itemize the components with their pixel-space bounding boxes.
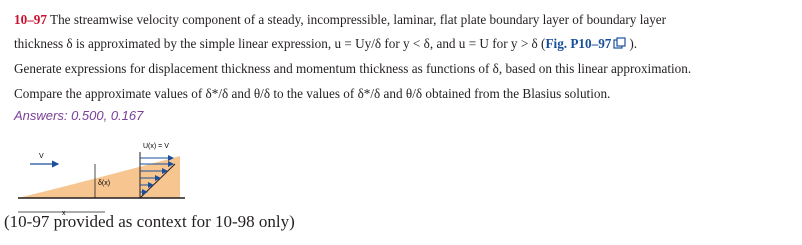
problem-line: Compare the approximate values of δ*/δ a… xyxy=(14,86,610,102)
figure-label: V xyxy=(39,153,44,160)
figure-label: U(x) = V xyxy=(143,143,169,150)
figure-ref[interactable]: Fig. P10–97 xyxy=(545,36,612,51)
problem-line: Generate expressions for displacement th… xyxy=(14,61,691,77)
problem-text: Compare the approximate values of δ*/δ a… xyxy=(14,86,611,101)
profile-arrows xyxy=(140,155,174,195)
problem-text: ). xyxy=(629,36,638,51)
problem-number: 10–97 xyxy=(14,12,47,27)
link-icon[interactable] xyxy=(613,37,627,49)
problem-text: thickness δ is approximated by the simpl… xyxy=(14,36,546,51)
boundary-layer xyxy=(18,156,180,198)
problem-line: 10–97 The streamwise velocity component … xyxy=(14,12,666,28)
figure-label: x xyxy=(62,210,66,217)
problem-line: thickness δ is approximated by the simpl… xyxy=(14,36,637,52)
figure: U(x) = V V δ(x) x xyxy=(18,143,185,217)
problem-text: Generate expressions for displacement th… xyxy=(14,61,692,76)
answers: Answers: 0.500, 0.167 xyxy=(14,108,144,123)
caption: (10-97 provided as context for 10-98 onl… xyxy=(4,212,295,231)
problem-text: The streamwise velocity component of a s… xyxy=(46,12,667,27)
figure-label: δ(x) xyxy=(98,180,110,187)
